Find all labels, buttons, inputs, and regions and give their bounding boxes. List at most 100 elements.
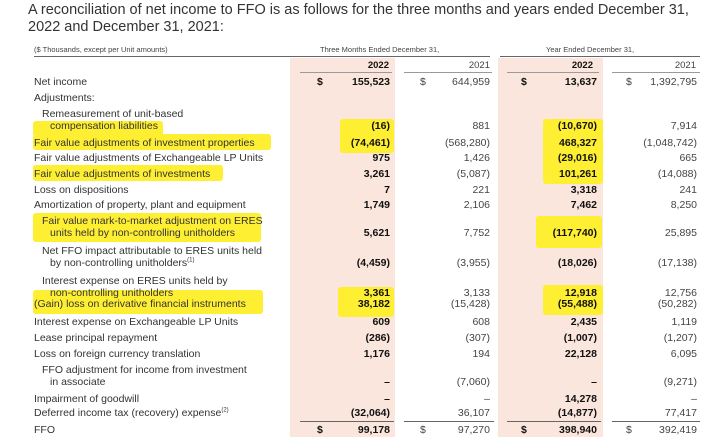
row-label: FFO adjustment for income from investmen… bbox=[42, 364, 247, 376]
row-value: 14,278 bbox=[564, 393, 597, 405]
header-rule-left bbox=[34, 56, 294, 57]
row-value: 881 bbox=[472, 120, 490, 132]
row-label: in associate bbox=[50, 376, 106, 388]
footnote-marker: (2) bbox=[221, 407, 229, 414]
row-value: (4,459) bbox=[356, 257, 390, 269]
row-value: 3,361 bbox=[363, 287, 390, 299]
currency-symbol: $ bbox=[420, 76, 426, 88]
row-label: Interest expense on Exchangeable LP Unit… bbox=[34, 316, 239, 328]
row-value: 36,107 bbox=[457, 407, 490, 419]
row-label: Deferred income tax (recovery) expense(2… bbox=[34, 407, 229, 419]
row-value: 3,133 bbox=[463, 287, 490, 299]
row-label: Adjustments: bbox=[34, 92, 95, 104]
row-value: 38,182 bbox=[357, 298, 390, 310]
row-value: 5,621 bbox=[363, 227, 390, 239]
row-value: 609 bbox=[372, 316, 390, 328]
row-label: Fair value adjustments of Exchangeable L… bbox=[34, 152, 264, 164]
row-value: (7,060) bbox=[456, 376, 490, 388]
row-value: 241 bbox=[679, 184, 697, 196]
currency-symbol: $ bbox=[317, 76, 323, 88]
row-label: units held by non-controlling unitholder… bbox=[50, 227, 236, 239]
row-value: 221 bbox=[472, 184, 490, 196]
row-value: (117,740) bbox=[552, 227, 597, 239]
row-value: (16) bbox=[371, 120, 390, 132]
row-value: – bbox=[691, 393, 697, 405]
row-value: (15,428) bbox=[450, 298, 490, 310]
row-value: (3,955) bbox=[456, 257, 490, 269]
row-value: 12,756 bbox=[664, 287, 697, 299]
row-label: (Gain) loss on derivative financial inst… bbox=[34, 298, 246, 310]
row-value: (29,016) bbox=[557, 152, 597, 164]
row-value: (307) bbox=[465, 332, 490, 344]
row-label: Amortization of property, plant and equi… bbox=[34, 199, 246, 211]
highlight-gain-loss-derivatives bbox=[33, 290, 263, 314]
currency-symbol: $ bbox=[626, 424, 632, 436]
row-value: 7,462 bbox=[570, 199, 597, 211]
row-value: 1,392,795 bbox=[650, 76, 697, 88]
year-rule-3 bbox=[507, 72, 599, 73]
row-value: (5,087) bbox=[456, 168, 490, 180]
year-rule-1 bbox=[300, 72, 392, 73]
row-label: FFO bbox=[34, 424, 55, 436]
row-label: compensation liabilities bbox=[50, 120, 158, 132]
row-value: (74,461) bbox=[350, 137, 390, 149]
row-value: (568,280) bbox=[445, 137, 490, 149]
row-value: 1,426 bbox=[463, 152, 490, 164]
row-value: 8,250 bbox=[670, 199, 697, 211]
row-value: (14,088) bbox=[657, 168, 697, 180]
row-value: (286) bbox=[365, 332, 390, 344]
total-rule-3 bbox=[507, 421, 601, 422]
row-value: 6,095 bbox=[670, 348, 697, 360]
row-value: (18,026) bbox=[557, 257, 597, 269]
row-value: 13,637 bbox=[564, 76, 597, 88]
header-year-ended: Year Ended December 31, bbox=[546, 45, 635, 54]
row-value: 97,270 bbox=[457, 424, 490, 436]
row-value: 99,178 bbox=[357, 424, 390, 436]
row-value: (1,207) bbox=[663, 332, 697, 344]
header-rule-three-months bbox=[294, 56, 490, 57]
row-label: by non-controlling unitholders(1) bbox=[50, 257, 195, 269]
highlight-fy-2022-a bbox=[543, 119, 603, 184]
total-rule-2 bbox=[404, 421, 494, 422]
row-label: non-controlling unitholders bbox=[50, 287, 174, 299]
year-rule-2 bbox=[404, 72, 492, 73]
row-label: Lease principal repayment bbox=[34, 332, 158, 344]
year-q4-2021: 2021 bbox=[468, 60, 490, 71]
row-value: 1,119 bbox=[671, 316, 698, 328]
year-fy-2022: 2022 bbox=[571, 60, 593, 71]
intro-text: A reconciliation of net income to FFO is… bbox=[28, 2, 689, 35]
row-value: 194 bbox=[472, 348, 490, 360]
row-label: Impairment of goodwill bbox=[34, 393, 140, 405]
row-value: 468,327 bbox=[559, 137, 597, 149]
row-value: (9,271) bbox=[663, 376, 697, 388]
row-label: Fair value adjustments of investment pro… bbox=[34, 137, 255, 149]
row-value: 1,749 bbox=[363, 199, 390, 211]
row-value: 7 bbox=[384, 184, 390, 196]
row-value: 1,176 bbox=[363, 348, 390, 360]
row-label: Fair value mark-to-market adjustment on … bbox=[42, 215, 263, 227]
highlight-fy-2022-b bbox=[536, 216, 602, 248]
header-three-months: Three Months Ended December 31, bbox=[320, 45, 440, 54]
currency-symbol: $ bbox=[317, 424, 323, 436]
row-value: 7,752 bbox=[463, 227, 490, 239]
highlight-fv-investments bbox=[33, 165, 223, 181]
units-note: ($ Thousands, except per Unit amounts) bbox=[34, 45, 168, 54]
row-value: 155,523 bbox=[352, 76, 390, 88]
total-rule-1 bbox=[300, 421, 394, 422]
row-value: – bbox=[484, 393, 490, 405]
row-value: 392,419 bbox=[659, 424, 697, 436]
row-value: (10,670) bbox=[557, 120, 597, 132]
year-q4-2022: 2022 bbox=[367, 60, 389, 71]
row-value: 644,959 bbox=[452, 76, 490, 88]
row-label: Loss on foreign currency translation bbox=[34, 348, 201, 360]
row-value: 3,261 bbox=[363, 168, 390, 180]
highlight-q4-2022-b bbox=[338, 287, 394, 317]
row-value: (14,877) bbox=[557, 407, 597, 419]
row-value: 2,435 bbox=[570, 316, 597, 328]
currency-symbol: $ bbox=[626, 76, 632, 88]
row-value: (32,064) bbox=[350, 407, 390, 419]
row-label: Interest expense on ERES units held by bbox=[42, 275, 228, 287]
header-rule-year bbox=[500, 56, 700, 57]
row-value: 22,128 bbox=[564, 348, 597, 360]
row-value: (17,138) bbox=[657, 257, 697, 269]
